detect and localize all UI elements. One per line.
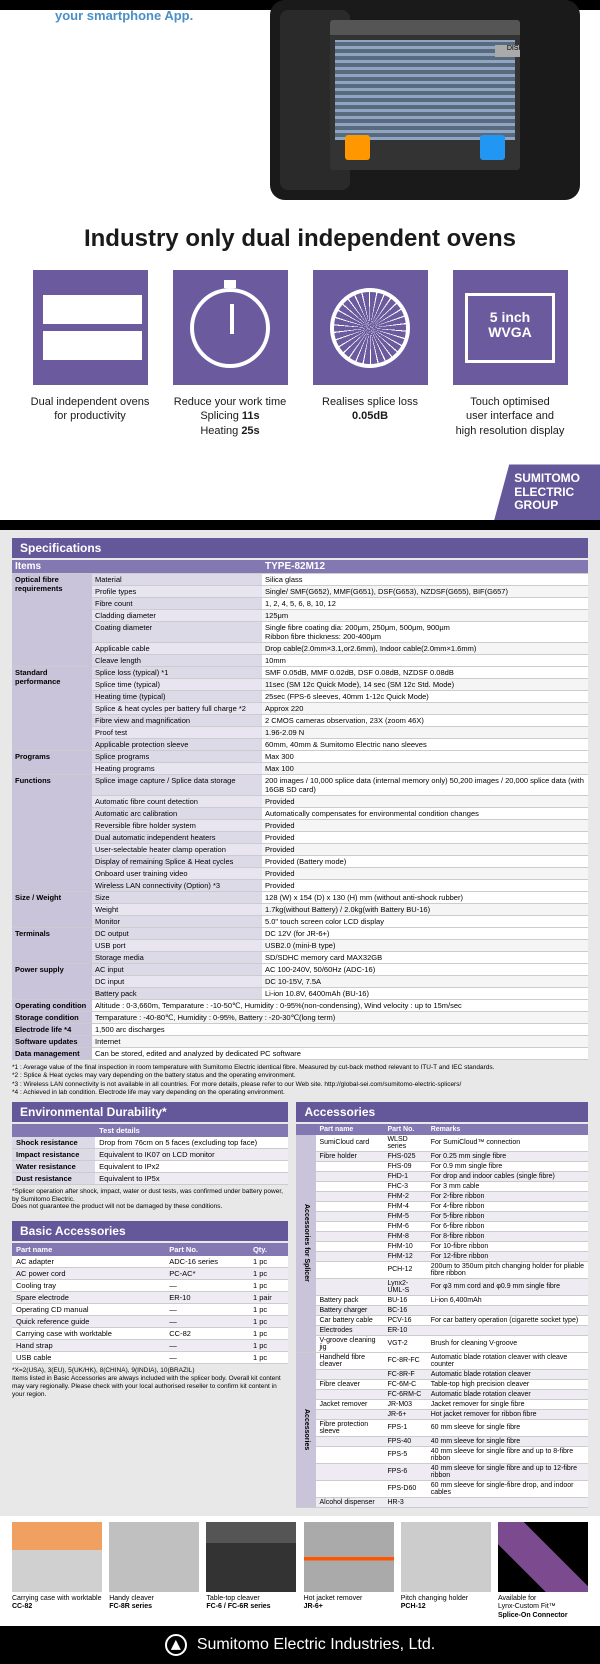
sumitomo-logo-icon [165,1634,187,1656]
product-item: Table-top cleaverFC-6 / FC-6R series [206,1522,296,1620]
forward-icon [480,135,505,160]
ovens-icon [33,270,148,385]
env-header: Test details [95,1124,288,1137]
device-mockup: DISP [270,0,580,200]
product-image [12,1522,102,1592]
spec-category: Size / Weight [12,892,92,928]
acc-table: Part namePart No.Remarks Accessories for… [296,1124,588,1508]
product-item: Hot jacket removerJR-6+ [304,1522,394,1620]
timer-icon [173,270,288,385]
env-note: *Splicer operation after shock, impact, … [12,1188,288,1211]
spec-h-type: TYPE-82M12 [262,560,588,574]
feature-touch: 5 inch WVGA Touch optimiseduser interfac… [445,270,575,438]
hero-section: your smartphone App. DISP Industry only … [0,10,600,520]
footer: Sumitomo Electric Industries, Ltd. [0,1626,600,1664]
spec-category: Standard performance [12,667,92,751]
touch-icon: 5 inch WVGA [453,270,568,385]
spec-section: Specifications ItemsTYPE-82M12 Optical f… [0,530,600,1516]
spec-category: Optical fibre requirements [12,574,92,667]
disp-label: DISP [495,45,520,57]
spec-category: Power supply [12,964,92,1000]
spec-table: ItemsTYPE-82M12 Optical fibre requiremen… [12,560,588,1060]
spec-category: Functions [12,775,92,892]
feature-text: Realises splice loss0.05dB [305,395,435,424]
spec-category: Terminals [12,928,92,964]
product-item: Available for Lynx-Custom Fit™Splice-On … [498,1522,588,1620]
product-row: Carrying case with worktableCC-82Handy c… [0,1516,600,1626]
basic-table: Part namePart No.Qty. AC adapterADC-16 s… [12,1243,288,1364]
product-item: Carrying case with worktableCC-82 [12,1522,102,1620]
env-title: Environmental Durability* [12,1102,288,1122]
product-image [498,1522,588,1592]
basic-title: Basic Accessories [12,1221,288,1241]
feature-timer: Reduce your work timeSplicing 11sHeating… [165,270,295,438]
spec-category: Programs [12,751,92,775]
back-icon [345,135,370,160]
product-item: Pitch changing holderPCH-12 [401,1522,491,1620]
product-image [206,1522,296,1592]
feature-text: Reduce your work timeSplicing 11sHeating… [165,395,295,438]
product-image [401,1522,491,1592]
basic-note: *X=2(USA), 3(EU), 5(UK/HK), 8(CHINA), 9(… [12,1367,288,1398]
spec-title: Specifications [12,538,588,558]
main-heading: Industry only dual independent ovens [0,225,600,253]
product-image [304,1522,394,1592]
feature-text: Dual independent ovens for productivity [25,395,155,424]
app-subtitle: your smartphone App. [55,8,193,23]
footer-company: Sumitomo Electric Industries, Ltd. [197,1636,435,1654]
product-item: Handy cleaverFC-8R series [109,1522,199,1620]
loss-icon [313,270,428,385]
divider [0,520,600,530]
product-image [109,1522,199,1592]
feature-text: Touch optimiseduser interface andhigh re… [445,395,575,438]
feature-row: Dual independent ovens for productivity … [0,270,600,438]
group-tag: SUMITOMO ELECTRIC GROUP [494,464,600,520]
spec-h-items: Items [12,560,262,574]
feature-loss: Realises splice loss0.05dB [305,270,435,438]
env-table: Test details Shock resistanceDrop from 7… [12,1124,288,1185]
acc-title: Accessories [296,1102,588,1122]
feature-ovens: Dual independent ovens for productivity [25,270,155,438]
spec-footnotes: *1 : Average value of the final inspecti… [12,1064,588,1098]
